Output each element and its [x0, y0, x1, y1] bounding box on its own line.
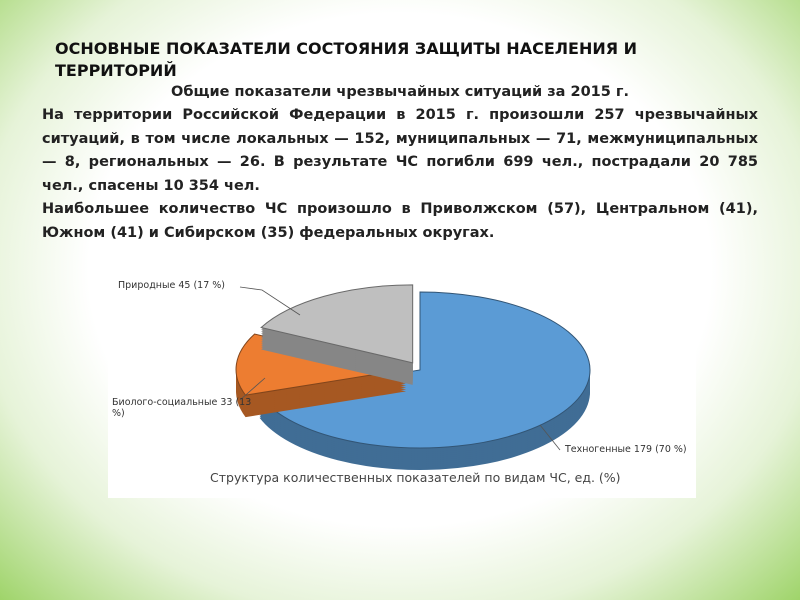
body-text: На территории Российской Федерации в 201… [42, 104, 758, 245]
slice-label: Техногенные 179 (70 %) [565, 444, 687, 455]
slice-top [260, 284, 414, 364]
slice-top [258, 291, 591, 449]
slice [260, 284, 414, 385]
chart-title: Структура количественных показателей по … [210, 470, 621, 485]
leader-line [239, 377, 266, 401]
slice [258, 291, 591, 471]
slide-title: ОСНОВНЫЕ ПОКАЗАТЕЛИ СОСТОЯНИЯ ЗАЩИТЫ НАС… [55, 39, 638, 80]
leader-line [539, 424, 561, 451]
slice-label: Природные 45 (17 %) [118, 280, 225, 291]
paragraph: На территории Российской Федерации в 201… [42, 107, 758, 194]
subtitle: Общие показатели чрезвычайных ситуаций з… [171, 84, 629, 100]
leader-line [239, 286, 301, 316]
slice-label: Биолого-социальные 33 (13 %) [112, 397, 252, 419]
slice [235, 333, 407, 418]
paragraph: Наибольшее количество ЧС произошло в При… [42, 201, 758, 241]
